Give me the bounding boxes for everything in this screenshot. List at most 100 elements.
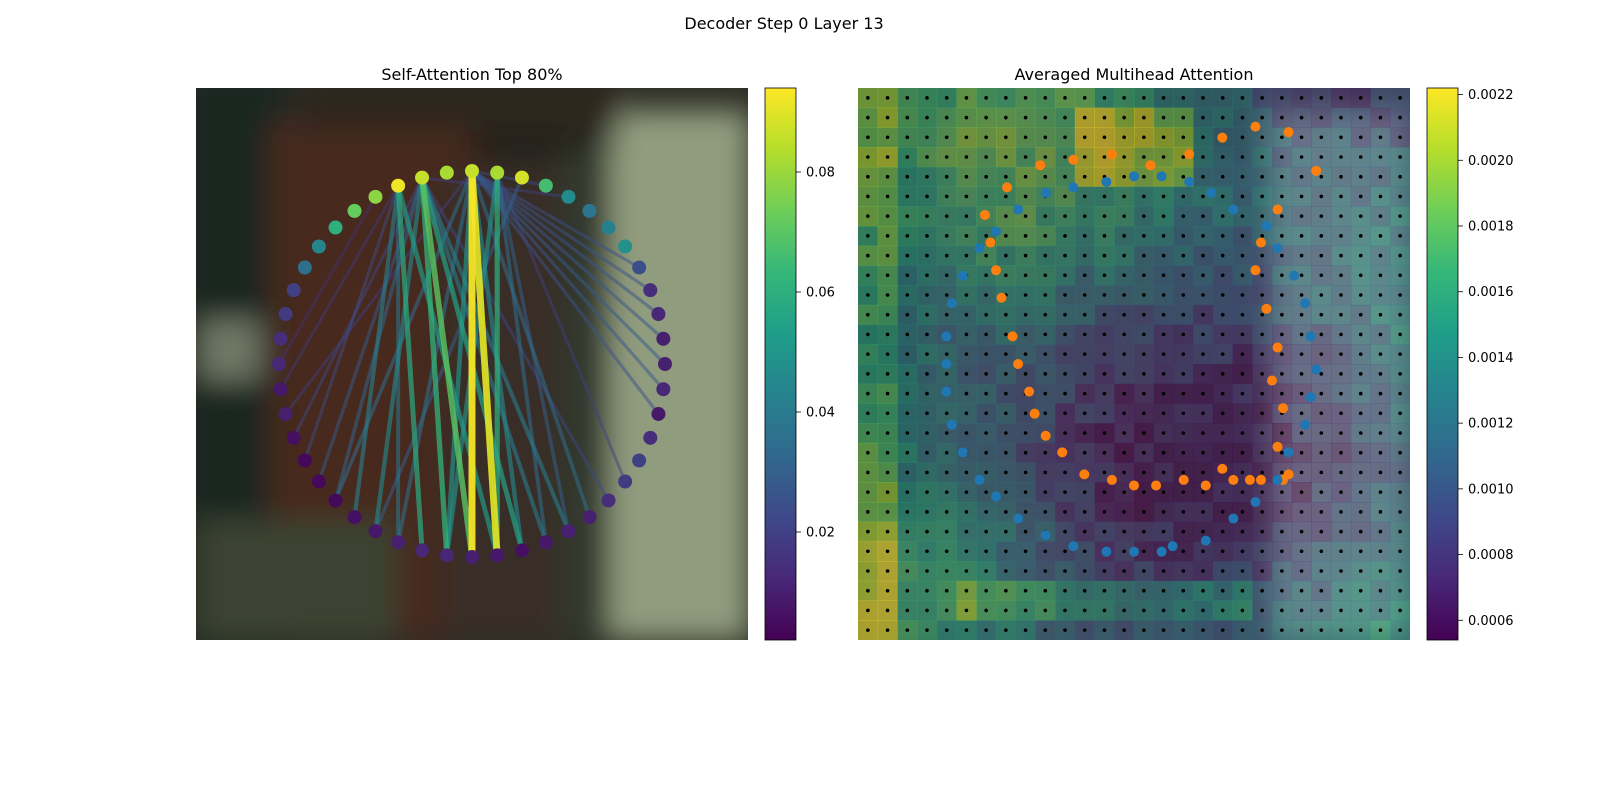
grid-dot <box>1122 470 1126 475</box>
grid-dot <box>1220 312 1225 317</box>
attention-node <box>618 474 633 489</box>
colorbar-tick-label: 0.0018 <box>1468 220 1514 235</box>
grid-dot <box>925 450 929 455</box>
grid-dot <box>1339 273 1343 278</box>
grid-dot <box>1220 608 1225 613</box>
grid-dot <box>1004 510 1008 514</box>
grid-dot <box>1260 273 1264 278</box>
grid-dot <box>1181 431 1186 435</box>
grid-dot <box>1082 549 1087 554</box>
grid-dot <box>1358 352 1363 356</box>
grid-dot <box>1378 549 1383 554</box>
grid-dot <box>1043 569 1048 573</box>
grid-dot <box>1299 135 1304 140</box>
grid-dot <box>1319 352 1324 356</box>
grid-dot <box>866 628 870 632</box>
grid-dot <box>925 391 929 396</box>
attention-node <box>368 524 383 539</box>
grid-dot <box>885 450 890 455</box>
grid-dot <box>1122 450 1126 455</box>
grid-dot <box>1260 234 1264 238</box>
grid-dot <box>984 135 988 140</box>
grid-dot <box>1358 569 1363 573</box>
attention-node <box>656 382 671 397</box>
grid-dot <box>1122 588 1126 593</box>
grid-dot <box>1398 372 1402 376</box>
grid-dot <box>964 312 969 317</box>
grid-dot <box>885 549 890 554</box>
grid-dot <box>1201 214 1205 218</box>
grid-dot <box>1378 214 1383 218</box>
grid-dot <box>1023 312 1028 317</box>
grid-dot <box>944 234 949 238</box>
grid-dot <box>1181 174 1186 179</box>
grid-dot <box>1299 470 1304 475</box>
grid-dot <box>1319 608 1324 613</box>
grid-dot <box>1122 569 1126 573</box>
grid-dot <box>1299 490 1304 494</box>
grid-dot <box>1043 608 1048 613</box>
grid-dot <box>1201 450 1205 455</box>
grid-dot <box>885 253 890 258</box>
attention-node <box>328 220 343 235</box>
keypoint <box>1040 530 1051 541</box>
grid-dot <box>1220 194 1225 199</box>
grid-dot <box>885 352 890 356</box>
grid-dot <box>964 431 969 435</box>
grid-dot <box>925 588 929 593</box>
grid-dot <box>1280 174 1284 179</box>
grid-dot <box>1004 96 1008 100</box>
grid-dot <box>1082 115 1087 120</box>
grid-dot <box>1201 155 1205 159</box>
grid-dot <box>1082 234 1087 238</box>
attention-heatmap <box>858 88 1410 640</box>
grid-dot <box>1161 96 1166 100</box>
grid-dot <box>984 431 988 435</box>
grid-dot <box>1102 588 1107 593</box>
grid-dot <box>1260 490 1264 494</box>
keypoint <box>1250 121 1261 132</box>
grid-dot <box>1260 431 1264 435</box>
grid-dot <box>1043 234 1048 238</box>
grid-dot <box>964 608 969 613</box>
grid-dot <box>1358 332 1363 337</box>
attention-nodes <box>272 164 672 564</box>
grid-dot <box>925 174 929 179</box>
grid-dot <box>1339 352 1343 356</box>
grid-dot <box>1358 470 1363 475</box>
attention-node <box>286 430 301 445</box>
grid-dot <box>1004 470 1008 475</box>
grid-dot <box>1220 293 1225 297</box>
colorbar-tick-label: 0.0008 <box>1468 548 1514 563</box>
grid-dot <box>905 96 910 100</box>
grid-dot <box>1339 194 1343 199</box>
grid-dot <box>984 588 988 593</box>
attention-edge <box>468 167 501 559</box>
attention-edge <box>279 184 400 391</box>
grid-dot <box>1339 490 1343 494</box>
grid-dot <box>866 155 870 159</box>
attention-edge <box>303 184 400 463</box>
grid-dot <box>1043 332 1048 337</box>
grid-dot <box>1220 510 1225 514</box>
grid-dot <box>1260 391 1264 396</box>
grid-dot <box>866 608 870 613</box>
grid-dot <box>1122 155 1126 159</box>
grid-dot <box>1102 490 1107 494</box>
grid-dot <box>885 372 890 376</box>
grid-dot <box>964 372 969 376</box>
grid-dot <box>1339 253 1343 258</box>
grid-dot <box>1023 194 1028 199</box>
grid-dot <box>1181 588 1186 593</box>
keypoint <box>1040 430 1051 441</box>
grid-dot <box>944 549 949 554</box>
grid-dot <box>964 234 969 238</box>
grid-dot <box>1398 273 1402 278</box>
grid-dot <box>1063 174 1067 179</box>
grid-dot <box>1280 510 1284 514</box>
grid-dot <box>1378 253 1383 258</box>
grid-dot <box>1260 470 1264 475</box>
attention-node <box>439 165 454 180</box>
grid-dot <box>1142 332 1146 337</box>
